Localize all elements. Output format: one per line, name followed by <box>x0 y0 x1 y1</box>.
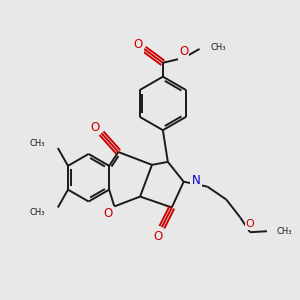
Text: O: O <box>179 45 188 58</box>
Text: O: O <box>153 230 163 243</box>
Text: CH₃: CH₃ <box>29 208 45 217</box>
Text: CH₃: CH₃ <box>277 227 292 236</box>
Text: CH₃: CH₃ <box>29 139 45 148</box>
Text: O: O <box>90 121 99 134</box>
Text: O: O <box>104 207 113 220</box>
Text: O: O <box>246 219 254 229</box>
Text: CH₃: CH₃ <box>210 44 226 52</box>
Text: N: N <box>192 174 200 187</box>
Text: O: O <box>134 38 143 52</box>
